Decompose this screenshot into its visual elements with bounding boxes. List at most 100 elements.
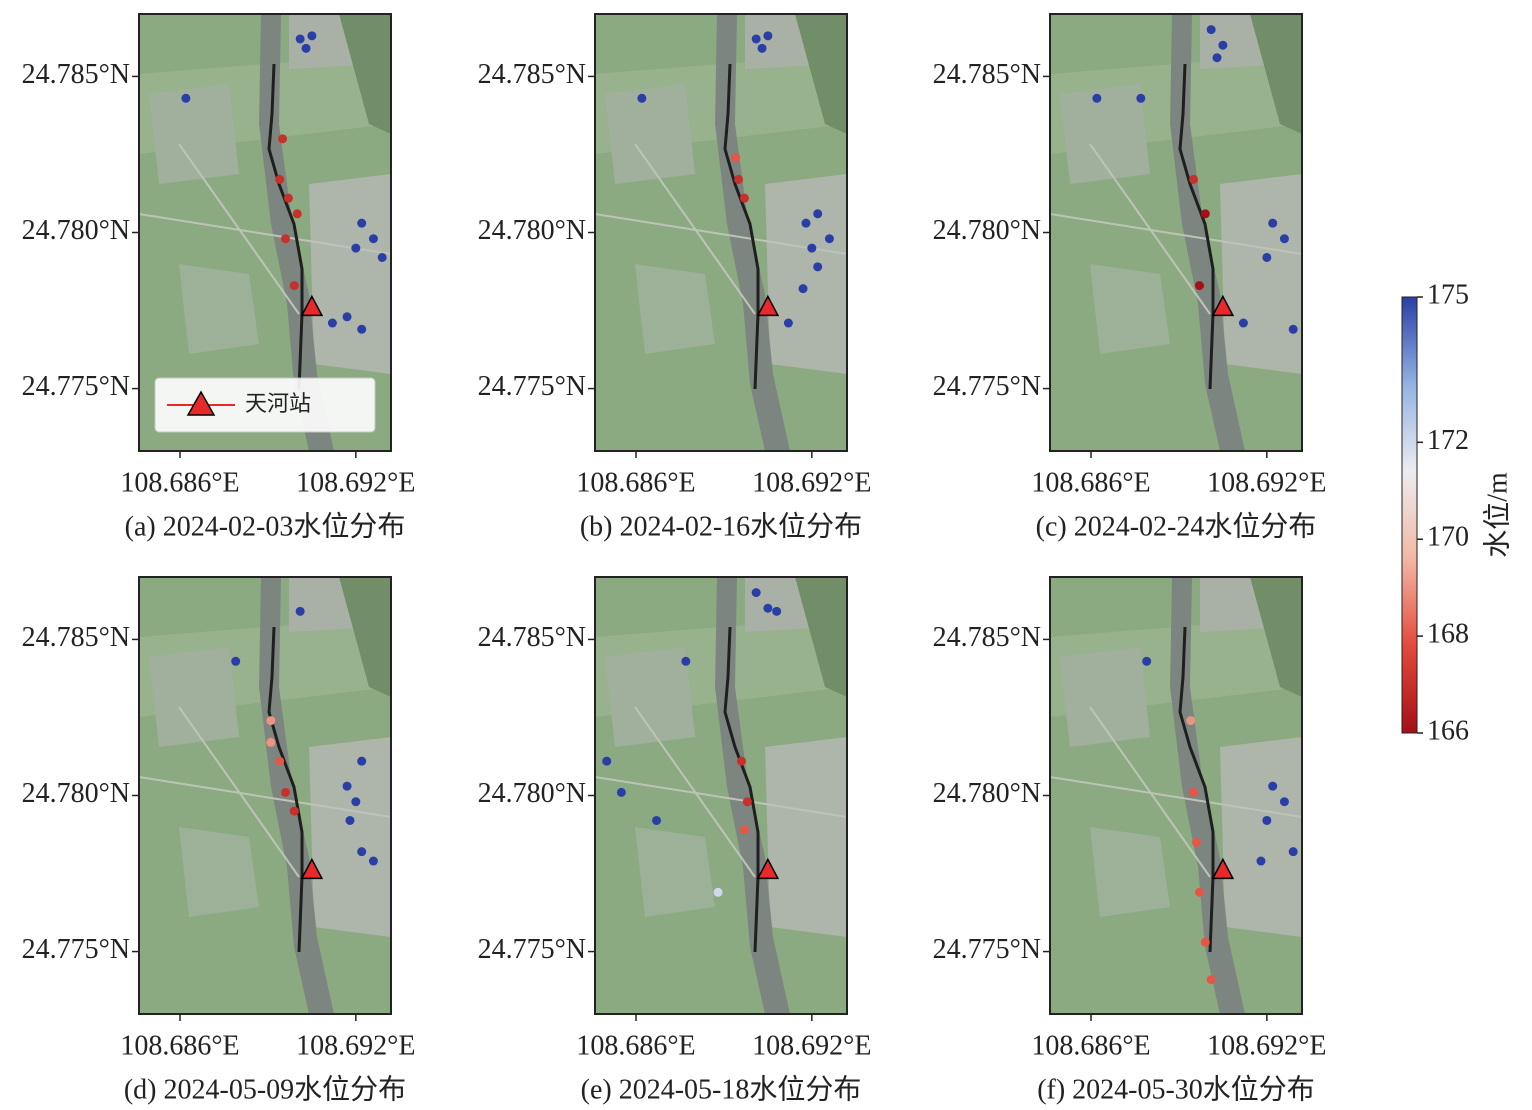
water-level-point — [763, 603, 773, 613]
water-level-point — [1194, 281, 1204, 291]
water-level-point — [342, 781, 352, 791]
y-tick-label: 24.775°N — [933, 934, 1041, 965]
x-tick-label: 108.686°E — [1031, 467, 1150, 498]
satellite-image — [139, 577, 391, 1014]
water-level-point — [327, 318, 337, 328]
water-level-point — [357, 218, 367, 228]
water-level-point — [295, 606, 305, 616]
y-tick-label: 24.780°N — [22, 215, 130, 246]
water-level-point — [1256, 856, 1266, 866]
water-level-point — [1194, 887, 1204, 897]
y-tick-label: 24.775°N — [478, 934, 586, 965]
satellite-image — [1050, 14, 1302, 451]
colorbar-tick-label: 175 — [1427, 279, 1469, 310]
x-tick-label: 108.692°E — [1207, 467, 1326, 498]
x-tick-label: 108.692°E — [296, 1030, 415, 1061]
map-panel: 24.775°N 24.780°N 24.785°N 108.686°E 108.692… — [22, 576, 415, 1105]
water-level-point — [772, 606, 782, 616]
water-level-point — [742, 797, 752, 807]
water-level-point — [1092, 93, 1102, 103]
map-panel: 24.775°N 24.780°N 24.785°N 108.686°E 108.692… — [478, 13, 871, 542]
water-level-point — [751, 588, 761, 598]
station-marker — [1211, 294, 1235, 317]
y-tick-label: 24.775°N — [933, 371, 1041, 402]
water-level-point — [637, 93, 647, 103]
x-tick-label: 108.686°E — [120, 1030, 239, 1061]
water-level-point — [1288, 324, 1298, 334]
y-tick-label: 24.780°N — [933, 778, 1041, 809]
water-level-point — [351, 797, 361, 807]
water-level-point — [351, 243, 361, 253]
water-level-point — [278, 134, 288, 144]
station-marker — [756, 294, 780, 317]
y-tick-label: 24.780°N — [478, 778, 586, 809]
panel-caption: (a) 2024-02-03水位分布 — [125, 510, 406, 542]
colorbar-label: 水位/m — [1481, 472, 1513, 558]
water-level-point — [783, 318, 793, 328]
water-level-point — [181, 93, 191, 103]
legend-label: 天河站 — [245, 391, 311, 416]
water-level-point — [289, 281, 299, 291]
water-level-point — [1200, 937, 1210, 947]
water-level-point — [266, 716, 276, 726]
y-tick-label: 24.780°N — [478, 215, 586, 246]
map-panel: 24.775°N 24.780°N 24.785°N 108.686°E 108.692… — [478, 576, 871, 1105]
water-level-point — [357, 847, 367, 857]
water-level-point — [301, 43, 311, 53]
map-panel: 24.775°N 24.780°N 24.785°N 108.686°E 108.692… — [22, 13, 415, 542]
water-level-point — [798, 284, 808, 294]
water-level-point — [357, 756, 367, 766]
station-marker — [756, 857, 780, 880]
water-level-point — [616, 787, 626, 797]
water-level-point — [1279, 797, 1289, 807]
water-level-point — [824, 234, 834, 244]
water-level-point — [295, 34, 305, 44]
x-tick-label: 108.686°E — [120, 467, 239, 498]
water-level-point — [801, 218, 811, 228]
water-level-point — [368, 234, 378, 244]
water-level-point — [713, 887, 723, 897]
water-level-point — [739, 193, 749, 203]
panel-caption: (b) 2024-02-16水位分布 — [580, 510, 862, 542]
x-tick-label: 108.686°E — [1031, 1030, 1150, 1061]
colorbar-tick-label: 168 — [1427, 619, 1469, 650]
water-level-point — [345, 815, 355, 825]
y-tick-label: 24.785°N — [933, 59, 1041, 90]
water-level-point — [681, 656, 691, 666]
water-level-point — [1262, 815, 1272, 825]
station-marker — [300, 857, 324, 880]
colorbar — [1401, 296, 1418, 734]
x-tick-label: 108.692°E — [752, 467, 871, 498]
water-level-point — [281, 234, 291, 244]
water-level-point — [368, 856, 378, 866]
water-level-point — [1189, 787, 1199, 797]
map-panel: 24.775°N 24.780°N 24.785°N 108.686°E 108.692… — [933, 576, 1326, 1105]
water-level-point — [283, 193, 293, 203]
water-level-point — [1200, 209, 1210, 219]
water-level-point — [1206, 25, 1216, 35]
water-level-point — [342, 312, 352, 322]
satellite-image — [595, 577, 847, 1014]
panel-caption: (e) 2024-05-18水位分布 — [581, 1073, 862, 1105]
water-level-point — [1262, 252, 1272, 262]
y-tick-label: 24.785°N — [478, 59, 586, 90]
water-level-point — [751, 34, 761, 44]
water-level-point — [307, 31, 317, 41]
y-tick-label: 24.785°N — [22, 59, 130, 90]
water-level-point — [813, 209, 823, 219]
water-level-point — [1206, 975, 1216, 985]
water-level-point — [266, 737, 276, 747]
water-level-point — [1186, 716, 1196, 726]
water-level-point — [602, 756, 612, 766]
satellite-image — [595, 14, 847, 451]
water-level-point — [1212, 53, 1222, 63]
water-level-point — [807, 243, 817, 253]
water-level-point — [1279, 234, 1289, 244]
water-level-point — [377, 252, 387, 262]
water-level-point — [1192, 837, 1202, 847]
x-tick-label: 108.686°E — [576, 467, 695, 498]
colorbar-tick-label: 166 — [1427, 715, 1469, 746]
water-level-point — [357, 324, 367, 334]
